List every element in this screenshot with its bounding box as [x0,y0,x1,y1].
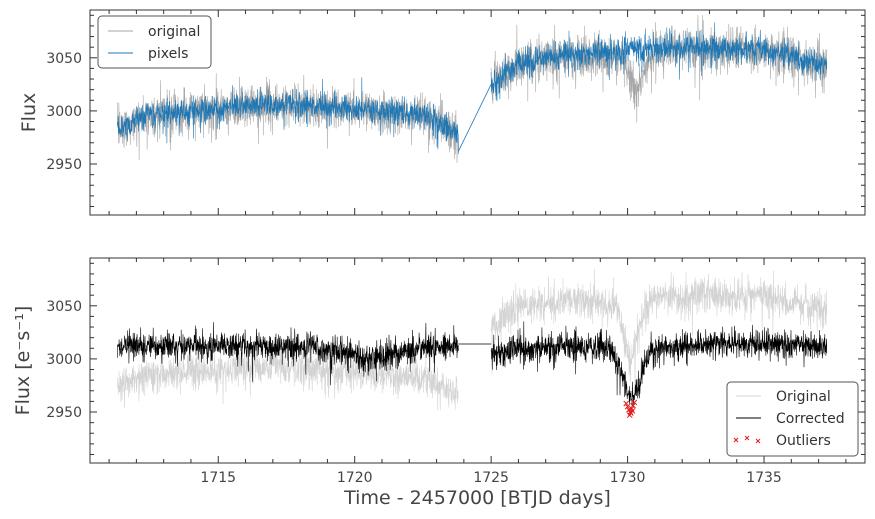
series-pixels-segment [117,77,459,155]
bottom-series-group [117,268,828,419]
outlier-point [623,400,630,407]
series-pixels-segment [490,22,828,102]
outlier-point [631,399,638,406]
y-tick-label: 3000 [46,352,82,368]
y-tick-label: 3050 [46,51,82,67]
x-tick-label: 1730 [610,470,646,486]
raw-flux-panel: 2950 3000 3050 Flux original pixels [18,9,866,216]
corrected-flux-panel: 2950 3000 3050 1715 1720 1725 1730 1735 Flux [e… [12,257,866,509]
x-axis-label: Time - 2457000 [BTJD days] [343,487,611,509]
legend-label-outliers: Outliers [776,433,831,449]
x-tick-label: 1720 [337,470,373,486]
series-pixels [117,22,828,155]
top-axes-frame [89,9,866,216]
series-original-segment [490,268,828,390]
legend-label-original: original [148,24,200,40]
y-tick-label: 2950 [46,405,82,421]
legend-label-original-corr: Original [776,389,831,405]
x-tick-label: 1715 [200,470,236,486]
top-legend: original pixels [97,15,212,69]
series-corrected-segment [490,321,828,408]
legend-swatch-outliers [733,435,761,444]
bottom-legend-box [726,381,859,457]
series-outliers-markers [623,399,638,419]
x-tick-label: 1725 [473,470,509,486]
bottom-axes: 2950 3000 3050 1715 1720 1725 1730 1735 [46,258,865,486]
series-corrected [117,321,828,408]
series-pixels-gap-connector [458,84,492,152]
y-tick-label: 3000 [46,104,82,120]
outlier-point [629,408,636,414]
outlier-point [624,403,631,410]
series-original-segment [117,331,459,411]
outlier-point [630,402,636,409]
top-y-axis-label: Flux [18,93,40,133]
top-axes: 2950 3000 3050 [46,10,865,215]
bottom-y-axis-label: Flux [e⁻s⁻¹] [12,306,34,416]
y-tick-label: 2950 [46,157,82,173]
y-tick-label: 3050 [46,299,82,315]
top-legend-box [97,15,212,69]
top-series-group [117,14,828,163]
bottom-legend: Original Corrected Outliers [726,381,859,457]
series-original-segment [117,73,459,163]
legend-label-pixels: pixels [148,46,188,62]
series-original [117,268,828,411]
legend-label-corrected: Corrected [776,411,845,427]
bottom-axes-frame [89,257,866,464]
x-tick-label: 1735 [746,470,782,486]
series-corrected-segment [117,322,459,386]
